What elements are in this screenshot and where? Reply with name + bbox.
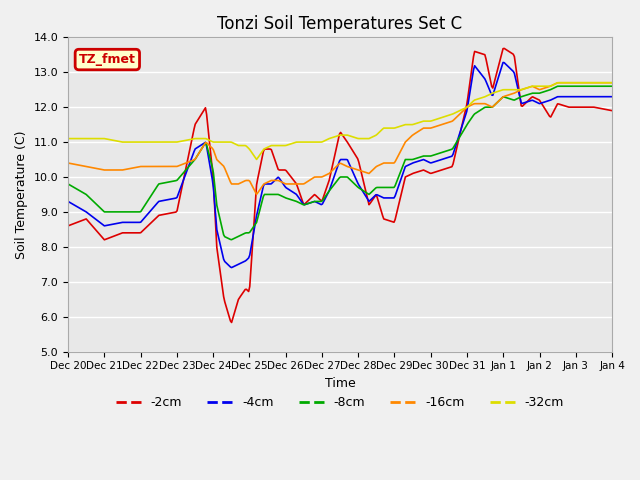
-4cm (561, 94, 568, 99)
-16cm (64, 160, 72, 166)
Legend: -2cm, -4cm, -8cm, -16cm, -32cm: -2cm, -4cm, -8cm, -16cm, -32cm (111, 391, 569, 414)
-16cm (253, 192, 260, 197)
X-axis label: Time: Time (324, 377, 355, 390)
-8cm (396, 171, 403, 177)
-2cm (228, 320, 236, 325)
-16cm (370, 166, 378, 172)
-4cm (234, 262, 242, 267)
-32cm (370, 133, 378, 139)
-8cm (561, 84, 568, 89)
-8cm (465, 119, 473, 125)
-2cm (500, 46, 508, 51)
-32cm (253, 156, 260, 162)
Line: -8cm: -8cm (68, 86, 612, 240)
-4cm (228, 264, 236, 270)
-8cm (555, 84, 563, 89)
-4cm (295, 194, 303, 200)
-4cm (370, 194, 378, 200)
-2cm (234, 297, 242, 302)
-8cm (228, 237, 236, 242)
Line: -32cm: -32cm (68, 83, 612, 159)
-2cm (561, 103, 568, 108)
-8cm (295, 200, 303, 205)
-16cm (295, 181, 303, 187)
-8cm (64, 181, 72, 187)
-8cm (608, 84, 616, 89)
-2cm (396, 198, 403, 204)
Text: TZ_fmet: TZ_fmet (79, 53, 136, 66)
-2cm (295, 187, 303, 193)
-32cm (465, 102, 473, 108)
-32cm (555, 80, 563, 85)
-16cm (396, 150, 403, 156)
Line: -16cm: -16cm (68, 83, 612, 194)
-32cm (234, 142, 241, 148)
-32cm (396, 123, 403, 129)
Line: -2cm: -2cm (68, 48, 612, 323)
-16cm (561, 80, 568, 85)
-32cm (295, 139, 303, 145)
Line: -4cm: -4cm (68, 62, 612, 267)
-16cm (234, 181, 241, 187)
-32cm (64, 136, 72, 142)
-2cm (608, 108, 616, 114)
-2cm (64, 223, 72, 229)
-8cm (234, 233, 242, 239)
-2cm (465, 86, 473, 92)
-8cm (370, 187, 378, 193)
-4cm (608, 94, 616, 99)
-4cm (396, 180, 403, 186)
-16cm (608, 80, 616, 85)
-4cm (64, 199, 72, 204)
-16cm (465, 103, 473, 109)
-32cm (561, 80, 568, 85)
Title: Tonzi Soil Temperatures Set C: Tonzi Soil Temperatures Set C (218, 15, 463, 33)
Y-axis label: Soil Temperature (C): Soil Temperature (C) (15, 130, 28, 259)
-4cm (499, 60, 507, 65)
-2cm (370, 195, 378, 201)
-32cm (608, 80, 616, 85)
-16cm (555, 80, 563, 85)
-4cm (465, 96, 473, 101)
